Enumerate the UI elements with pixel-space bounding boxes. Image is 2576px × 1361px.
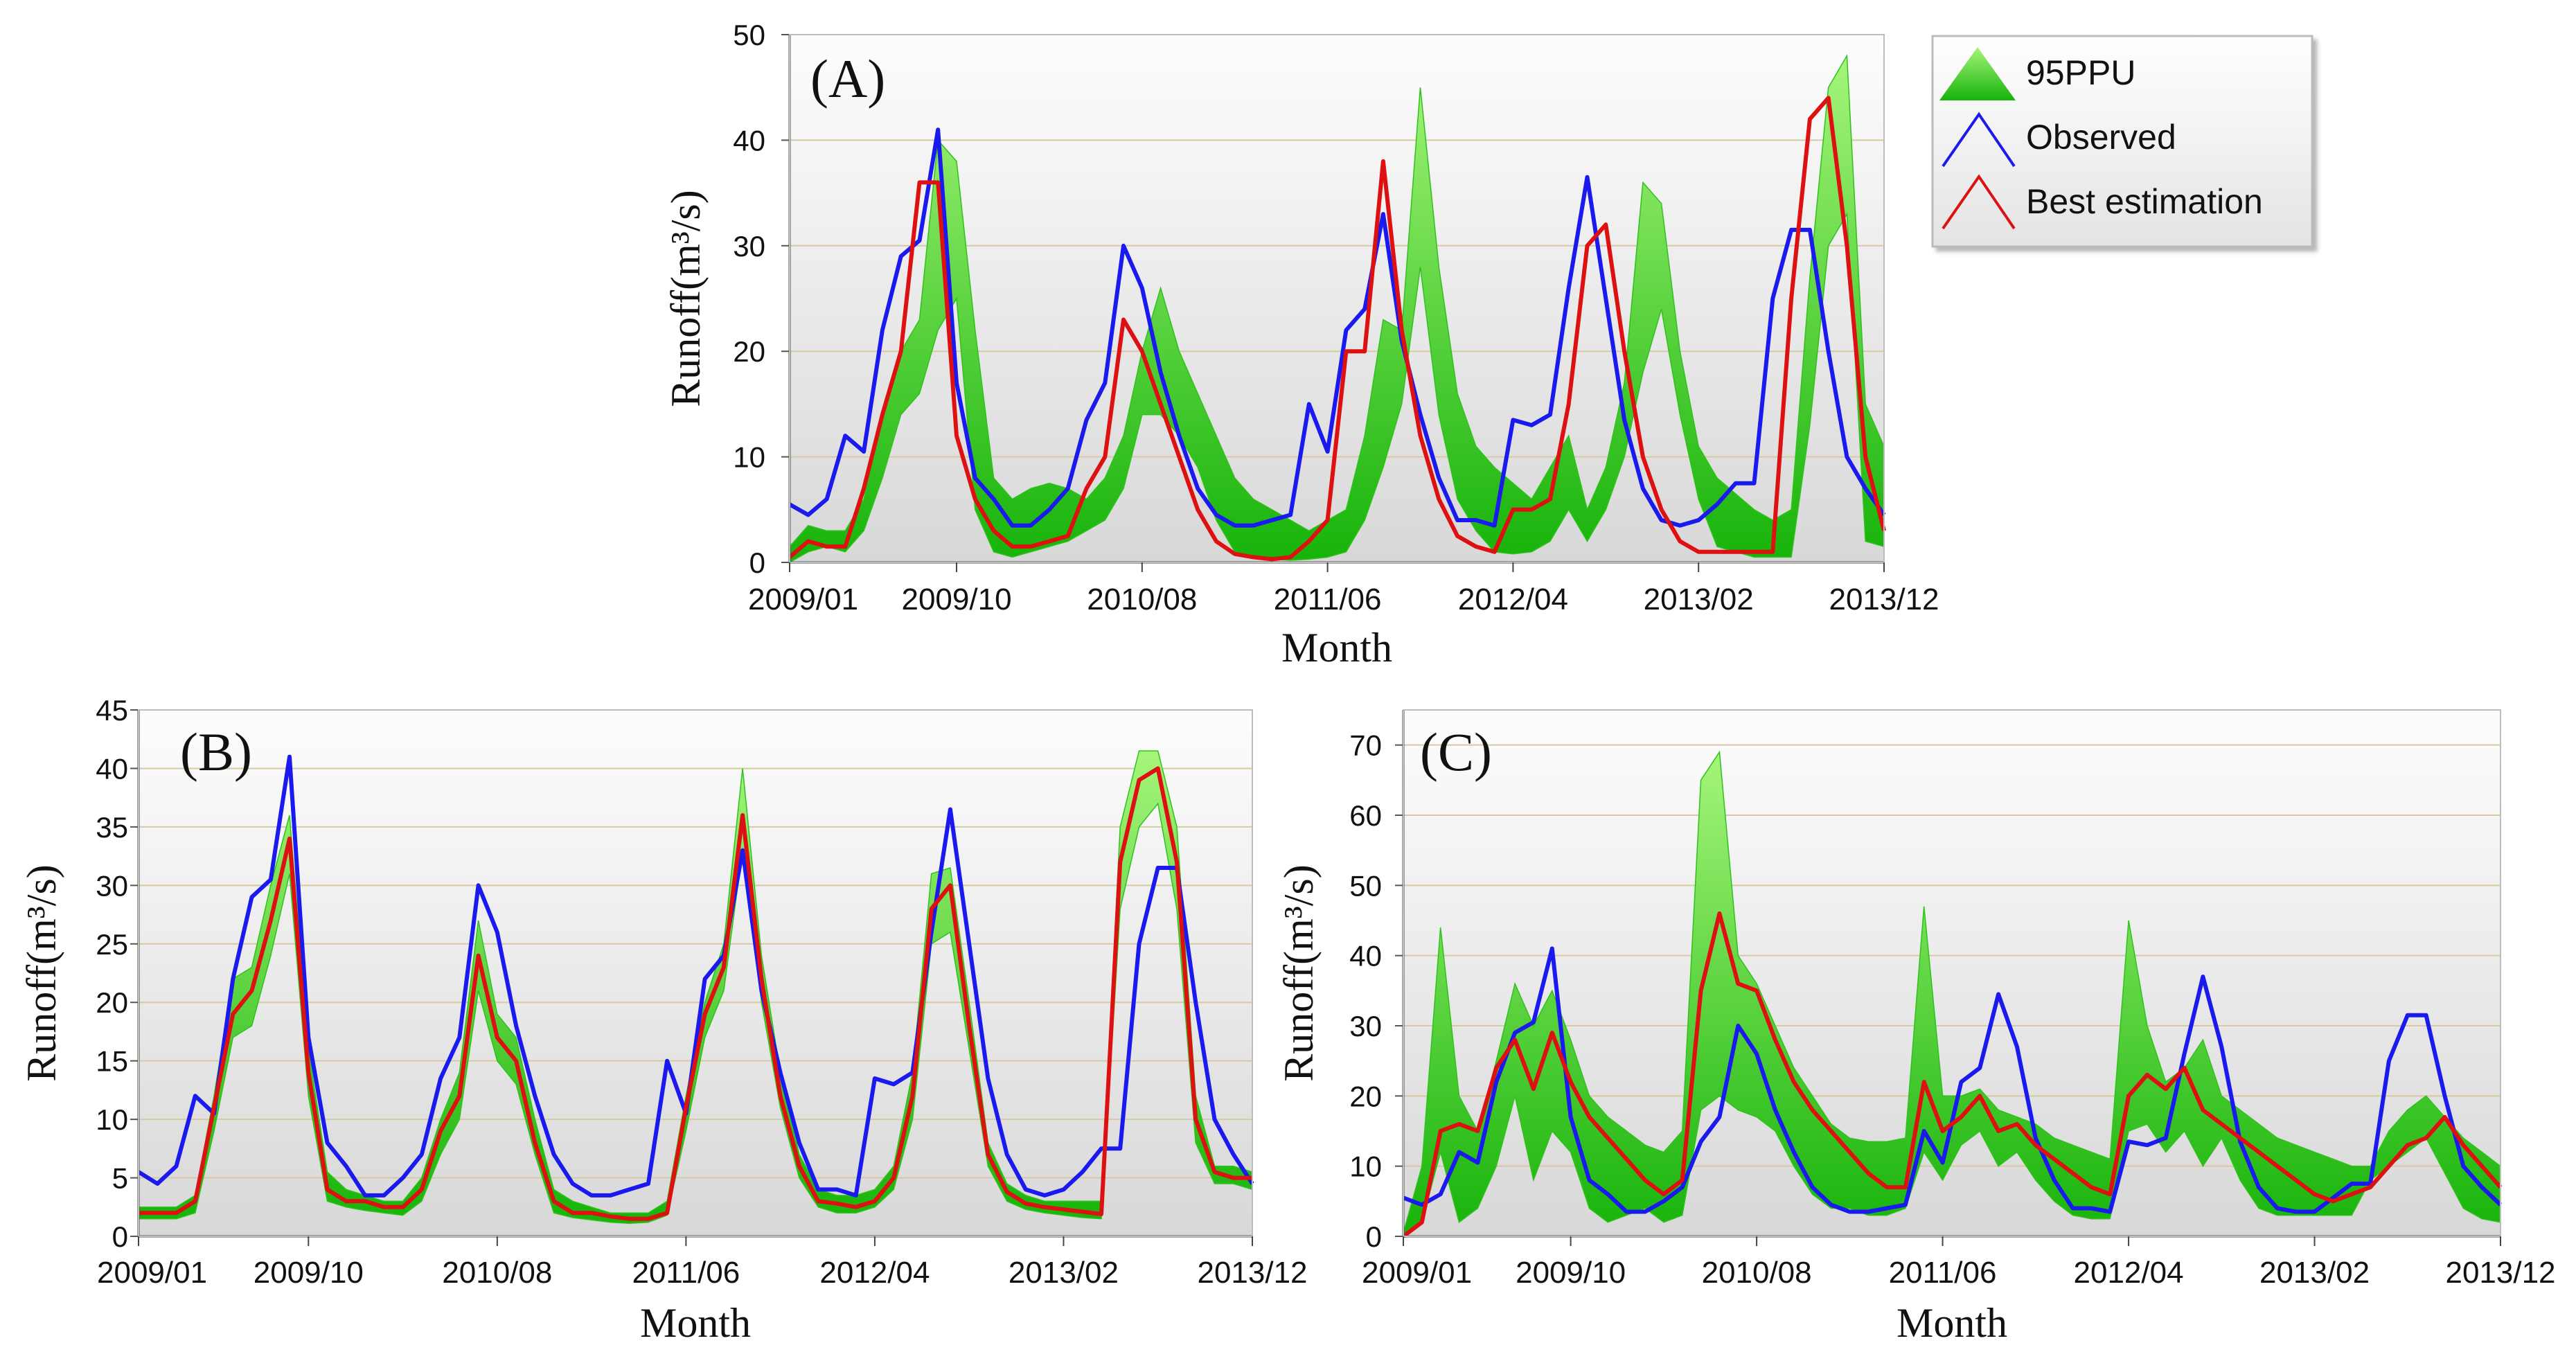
chart-a-y-tick-label: 50 bbox=[733, 19, 765, 51]
chart-c-x-tick-label: 2013/02 bbox=[2259, 1256, 2370, 1290]
chart-b-y-tick-label: 30 bbox=[96, 869, 128, 902]
chart-c-frame bbox=[1403, 709, 2501, 1237]
chart-c-x-tick-label: 2010/08 bbox=[1702, 1256, 1812, 1290]
chart-a-x-tick-label: 2010/08 bbox=[1087, 582, 1197, 616]
chart-c-y-tick-label: 20 bbox=[1349, 1080, 1382, 1112]
chart-a-x-tick-label: 2013/02 bbox=[1644, 582, 1754, 616]
chart-b-x-axis-label: Month bbox=[640, 1300, 751, 1346]
chart-legend: 95PPU Observed Best estimation bbox=[1931, 35, 2313, 248]
chart-panel-c: 0 10 20 30 40 50 60 70 2009/01 2009/10 2010/08 2011… bbox=[1276, 709, 2556, 1346]
chart-b-y-tick-label: 40 bbox=[96, 752, 128, 785]
chart-c-y-tick-label: 10 bbox=[1349, 1150, 1382, 1183]
chart-b-y-tick-label: 10 bbox=[96, 1103, 128, 1136]
chart-b-y-tick-label: 45 bbox=[96, 694, 128, 727]
chart-c-y-tick-label: 70 bbox=[1349, 729, 1382, 762]
chart-a-x-tick-label: 2013/12 bbox=[1829, 582, 1939, 616]
chart-a-observed-line bbox=[788, 127, 1886, 528]
chart-a-x-tick-label: 2009/01 bbox=[748, 582, 858, 616]
chart-b-x-tick-label: 2010/08 bbox=[442, 1256, 552, 1290]
chart-c-y-tick-label: 50 bbox=[1349, 869, 1382, 902]
chart-c-x-tick-label: 2013/12 bbox=[2445, 1256, 2555, 1290]
chart-a-x-axis-label: Month bbox=[1281, 625, 1392, 670]
chart-c-x-tick-label: 2009/10 bbox=[1516, 1256, 1626, 1290]
chart-b-best-estimation-line bbox=[139, 766, 1252, 1221]
chart-a-frame bbox=[789, 34, 1885, 563]
chart-panel-a: 0 10 20 30 40 50 2009/01 2009/10 2010/08 2011/06 2… bbox=[663, 19, 1939, 670]
chart-a-panel-label: (A) bbox=[810, 48, 885, 109]
chart-a-x-tick-label: 2009/10 bbox=[901, 582, 1011, 616]
chart-b-y-tick-label: 35 bbox=[96, 811, 128, 844]
legend-label-observed: Observed bbox=[2026, 118, 2176, 157]
chart-c-x-tick-label: 2011/06 bbox=[1889, 1256, 1997, 1290]
chart-b-x-tick-label: 2011/06 bbox=[632, 1256, 740, 1290]
chart-a-y-tick-label: 20 bbox=[733, 335, 765, 368]
chart-b-x-tick-label: 2012/04 bbox=[819, 1256, 930, 1290]
chart-a-best-estimation-line bbox=[788, 96, 1886, 562]
chart-b-y-tick-label: 25 bbox=[96, 928, 128, 961]
chart-c-panel-label: (C) bbox=[1420, 722, 1492, 782]
chart-c-x-tick-label: 2012/04 bbox=[2074, 1256, 2184, 1290]
chart-a-y-tick-label: 0 bbox=[749, 546, 765, 579]
chart-b-y-tick-label: 0 bbox=[112, 1220, 128, 1253]
chart-b-x-tick-label: 2013/12 bbox=[1197, 1256, 1307, 1290]
chart-b-panel-label: (B) bbox=[180, 722, 252, 782]
chart-c-y-tick-label: 30 bbox=[1349, 1010, 1382, 1042]
chart-c-y-tick-label: 60 bbox=[1349, 799, 1382, 832]
chart-c-y-axis-label: Runoff(m³/s) bbox=[1276, 864, 1322, 1082]
chart-b-y-axis-label: Runoff(m³/s) bbox=[19, 864, 64, 1082]
chart-b-y-tick-label: 5 bbox=[112, 1162, 128, 1195]
chart-b-y-tick-label: 20 bbox=[96, 986, 128, 1019]
chart-a-y-tick-label: 40 bbox=[733, 124, 765, 157]
chart-c-x-axis-label: Month bbox=[1897, 1300, 2007, 1346]
chart-c-x-tick-label: 2009/01 bbox=[1362, 1256, 1472, 1290]
chart-c-y-tick-label: 40 bbox=[1349, 940, 1382, 972]
chart-b-observed-line bbox=[137, 754, 1254, 1198]
chart-c-best-estimation-line bbox=[1402, 911, 2503, 1238]
chart-b-x-tick-label: 2013/02 bbox=[1009, 1256, 1119, 1290]
chart-a-x-tick-label: 2011/06 bbox=[1274, 582, 1382, 616]
legend-label-best: Best estimation bbox=[2026, 182, 2263, 221]
legend-observed-swatch bbox=[1942, 112, 2016, 168]
legend-label-band: 95PPU bbox=[2026, 53, 2135, 92]
chart-a-x-tick-label: 2012/04 bbox=[1458, 582, 1568, 616]
legend-best-swatch bbox=[1942, 174, 2016, 230]
legend-band-swatch bbox=[1939, 47, 2016, 100]
chart-a-y-axis-label: Runoff(m³/s) bbox=[663, 190, 709, 407]
chart-b-x-tick-label: 2009/01 bbox=[97, 1256, 207, 1290]
chart-panel-b: 0 5 10 15 20 25 30 35 40 45 2009/01 2009/10 2010/08 2… bbox=[19, 694, 1308, 1346]
chart-b-frame bbox=[138, 709, 1253, 1237]
chart-a-y-tick-label: 10 bbox=[733, 441, 765, 474]
chart-b-x-tick-label: 2009/10 bbox=[254, 1256, 364, 1290]
chart-b-y-tick-label: 15 bbox=[96, 1045, 128, 1078]
chart-c-y-tick-label: 0 bbox=[1366, 1220, 1382, 1253]
chart-a-y-tick-label: 30 bbox=[733, 230, 765, 263]
